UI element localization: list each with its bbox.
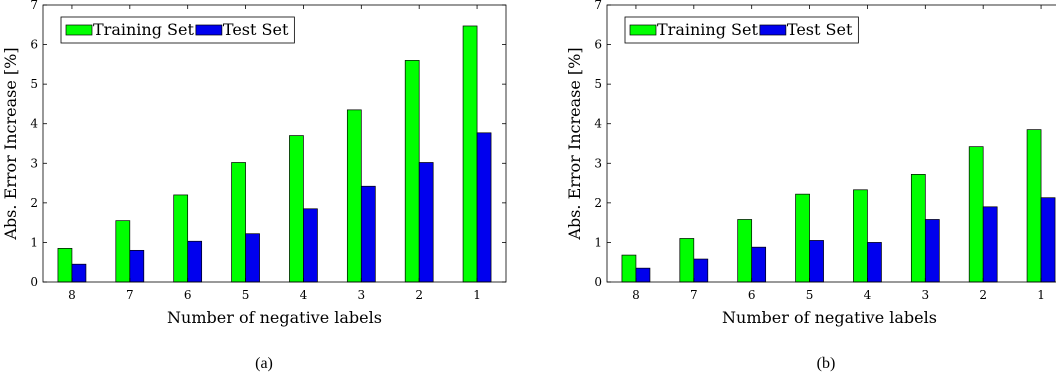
bar-training [1026, 129, 1042, 283]
legend-label-training: Training Set [657, 20, 758, 39]
y-tick-label: 5 [594, 77, 602, 91]
x-tick-label: 7 [690, 288, 698, 302]
bar-training [968, 146, 984, 283]
x-tick-label: 7 [126, 288, 134, 302]
bar-test [693, 258, 709, 283]
bar-test [187, 240, 203, 283]
bar-test [129, 249, 145, 283]
x-tick-label: 1 [1037, 288, 1045, 302]
legend-box [624, 16, 859, 44]
bar-test [809, 240, 824, 283]
y-tick-label: 6 [594, 38, 602, 52]
legend: Training Set Test Set [624, 16, 859, 44]
y-tick-label: 6 [30, 38, 38, 52]
bar-test [867, 242, 882, 283]
bar-test [476, 132, 492, 283]
bar-training [115, 220, 131, 283]
bar-training [289, 135, 304, 283]
bar-test [303, 208, 318, 283]
legend-label-test: Test Set [787, 20, 853, 39]
caption: (b) [817, 355, 836, 372]
bar-test [245, 233, 260, 283]
y-tick-label: 2 [30, 196, 38, 210]
y-tick-label: 1 [594, 235, 602, 249]
legend-swatch-training [65, 24, 93, 36]
x-tick-label: 6 [748, 288, 756, 302]
legend-box [60, 16, 295, 44]
y-tick-label: 4 [594, 117, 602, 131]
y-tick-label: 0 [30, 275, 38, 289]
bar-training [173, 194, 189, 283]
bar-test [360, 185, 376, 283]
x-tick-label: 4 [864, 288, 872, 302]
bar-training [462, 25, 478, 283]
bar-training [621, 254, 637, 283]
x-tick-label: 2 [979, 288, 987, 302]
y-tick-label: 3 [594, 156, 602, 170]
legend-swatch-test [759, 24, 787, 36]
caption: (a) [255, 355, 273, 372]
x-tick-label: 8 [68, 288, 76, 302]
y-tick-label: 5 [30, 77, 38, 91]
x-tick-label: 2 [415, 288, 423, 302]
axes-frame [606, 4, 1056, 283]
plot-area: 0 1 2 3 4 5 6 7 8 7 6 5 4 3 2 1 [594, 0, 1056, 302]
axes-frame [42, 4, 507, 283]
bar-training [404, 60, 420, 283]
bar-training [853, 189, 868, 283]
x-axis-label: Number of negative labels [722, 308, 937, 327]
legend: Training Set Test Set [60, 16, 295, 44]
bar-test [751, 246, 767, 283]
x-tick-label: 1 [473, 288, 481, 302]
x-tick-label: 3 [357, 288, 365, 302]
bar-test [71, 263, 87, 283]
plot-area: 0 1 2 3 4 5 6 7 8 7 6 5 4 3 2 1 [30, 0, 507, 302]
x-tick-label: 8 [632, 288, 640, 302]
bar-training [231, 162, 246, 283]
legend-swatch-test [195, 24, 223, 36]
y-tick-label: 0 [594, 275, 602, 289]
y-axis-label: Abs. Error Increase [%] [565, 47, 584, 240]
legend-swatch-training [629, 24, 657, 36]
bar-test [1040, 197, 1056, 283]
y-tick-label: 7 [594, 0, 602, 12]
y-tick-label: 4 [30, 117, 38, 131]
bar-training [737, 219, 753, 283]
bar-training [346, 109, 362, 283]
y-tick-label: 2 [594, 196, 602, 210]
bar-test [982, 206, 998, 283]
x-tick-label: 5 [806, 288, 814, 302]
bar-test [924, 219, 940, 283]
y-tick-label: 1 [30, 235, 38, 249]
x-tick-label: 5 [242, 288, 250, 302]
bar-test [635, 267, 651, 283]
bar-training [795, 193, 810, 283]
y-tick-label: 7 [30, 0, 38, 12]
legend-label-test: Test Set [223, 20, 289, 39]
legend-label-training: Training Set [93, 20, 194, 39]
x-tick-label: 6 [184, 288, 192, 302]
chart-panel-a: 0 1 2 3 4 5 6 7 8 7 6 5 4 3 2 1 Number of negative labe… [1, 0, 507, 372]
y-tick-label: 3 [30, 156, 38, 170]
bar-training [910, 174, 926, 283]
bar-training [57, 248, 73, 283]
x-tick-label: 3 [921, 288, 929, 302]
bar-test [418, 162, 434, 283]
bar-training [679, 238, 695, 283]
chart-panel-b: 0 1 2 3 4 5 6 7 8 7 6 5 4 3 2 1 Number of negative labe… [565, 0, 1056, 372]
x-tick-label: 4 [300, 288, 308, 302]
y-axis-label: Abs. Error Increase [%] [1, 47, 20, 240]
x-axis-label: Number of negative labels [167, 308, 382, 327]
